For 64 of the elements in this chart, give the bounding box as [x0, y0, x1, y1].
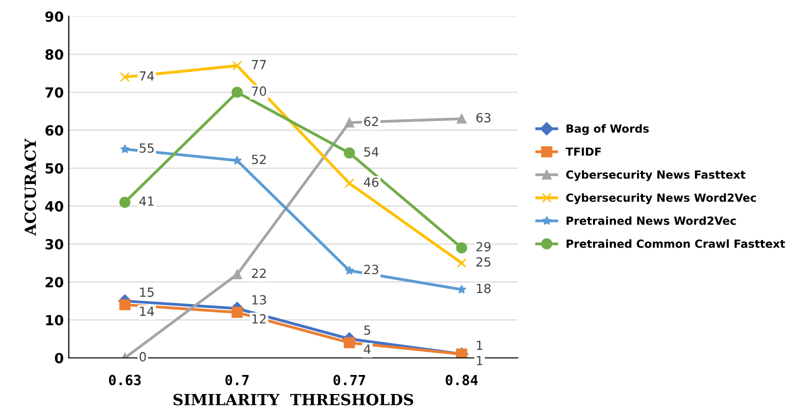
y-tick-label: 20 [46, 276, 64, 288]
data-label: 62 [364, 116, 378, 126]
y-tick-label: 30 [46, 239, 64, 250]
data-label: 63 [476, 112, 490, 122]
data-label: 23 [364, 264, 378, 274]
data-label: 70 [252, 86, 266, 96]
legend-label: Pretrained Common Crawl Fasttext [566, 239, 786, 248]
point [344, 266, 354, 275]
data-label: 4 [364, 344, 371, 354]
point [456, 242, 468, 254]
data-label: 5 [364, 326, 370, 335]
point [456, 258, 466, 268]
data-label: 74 [140, 71, 154, 81]
data-label: 55 [140, 144, 154, 153]
point [120, 144, 130, 154]
data-label: 15 [140, 288, 154, 297]
data-label: 54 [364, 147, 378, 157]
point [232, 86, 243, 98]
data-label: 22 [252, 268, 266, 278]
point [119, 299, 130, 310]
data-label: 13 [252, 295, 266, 305]
data-label: 41 [139, 196, 154, 206]
y-tick-label: 10 [46, 314, 64, 326]
y-tick-label: 90 [45, 11, 64, 22]
data-label: 29 [476, 242, 491, 252]
y-tick-label: 70 [46, 87, 64, 98]
data-label: 46 [364, 177, 378, 187]
data-label: 25 [476, 257, 490, 267]
point [456, 114, 466, 124]
point [232, 306, 243, 318]
legend-label: Cybersecurity News Word2Vec [566, 193, 756, 204]
x-tick-label: 0.63 [109, 374, 141, 386]
y-tick-label: 60 [45, 125, 64, 136]
point [456, 284, 466, 294]
legend-label: Cybersecurity News Fasttext [566, 170, 746, 182]
data-label: 12 [252, 314, 266, 324]
legend-label: Bag of Words [566, 124, 649, 136]
y-tick-label: 80 [45, 49, 64, 60]
legend-label: TFIDF [566, 148, 601, 156]
point [344, 118, 354, 128]
x-tick-label: 0.7 [225, 374, 249, 386]
data-label: 1 [476, 340, 482, 350]
legend-label: Pretrained News Word2Vec [566, 216, 736, 225]
point [344, 147, 355, 159]
data-label: 14 [140, 306, 154, 316]
point [119, 196, 130, 208]
data-label: 18 [476, 284, 491, 294]
data-label: 0 [140, 352, 146, 362]
point [232, 270, 242, 280]
y-tick-label: 0 [54, 352, 64, 364]
point [344, 337, 355, 348]
point [344, 178, 354, 188]
data-label: 52 [252, 154, 266, 164]
x-tick-label: 0.84 [446, 374, 478, 386]
data-label: 77 [252, 60, 266, 70]
data-label: 1 [476, 356, 482, 366]
point [232, 156, 242, 165]
y-tick-label: 40 [45, 201, 64, 212]
y-axis-title: ACCURACY [24, 138, 36, 236]
point [120, 72, 130, 82]
x-tick-label: 0.77 [333, 374, 366, 386]
point [232, 60, 242, 71]
x-axis-title: SIMILARITY THRESHOLDS [174, 394, 414, 406]
y-tick-label: 50 [46, 163, 64, 174]
